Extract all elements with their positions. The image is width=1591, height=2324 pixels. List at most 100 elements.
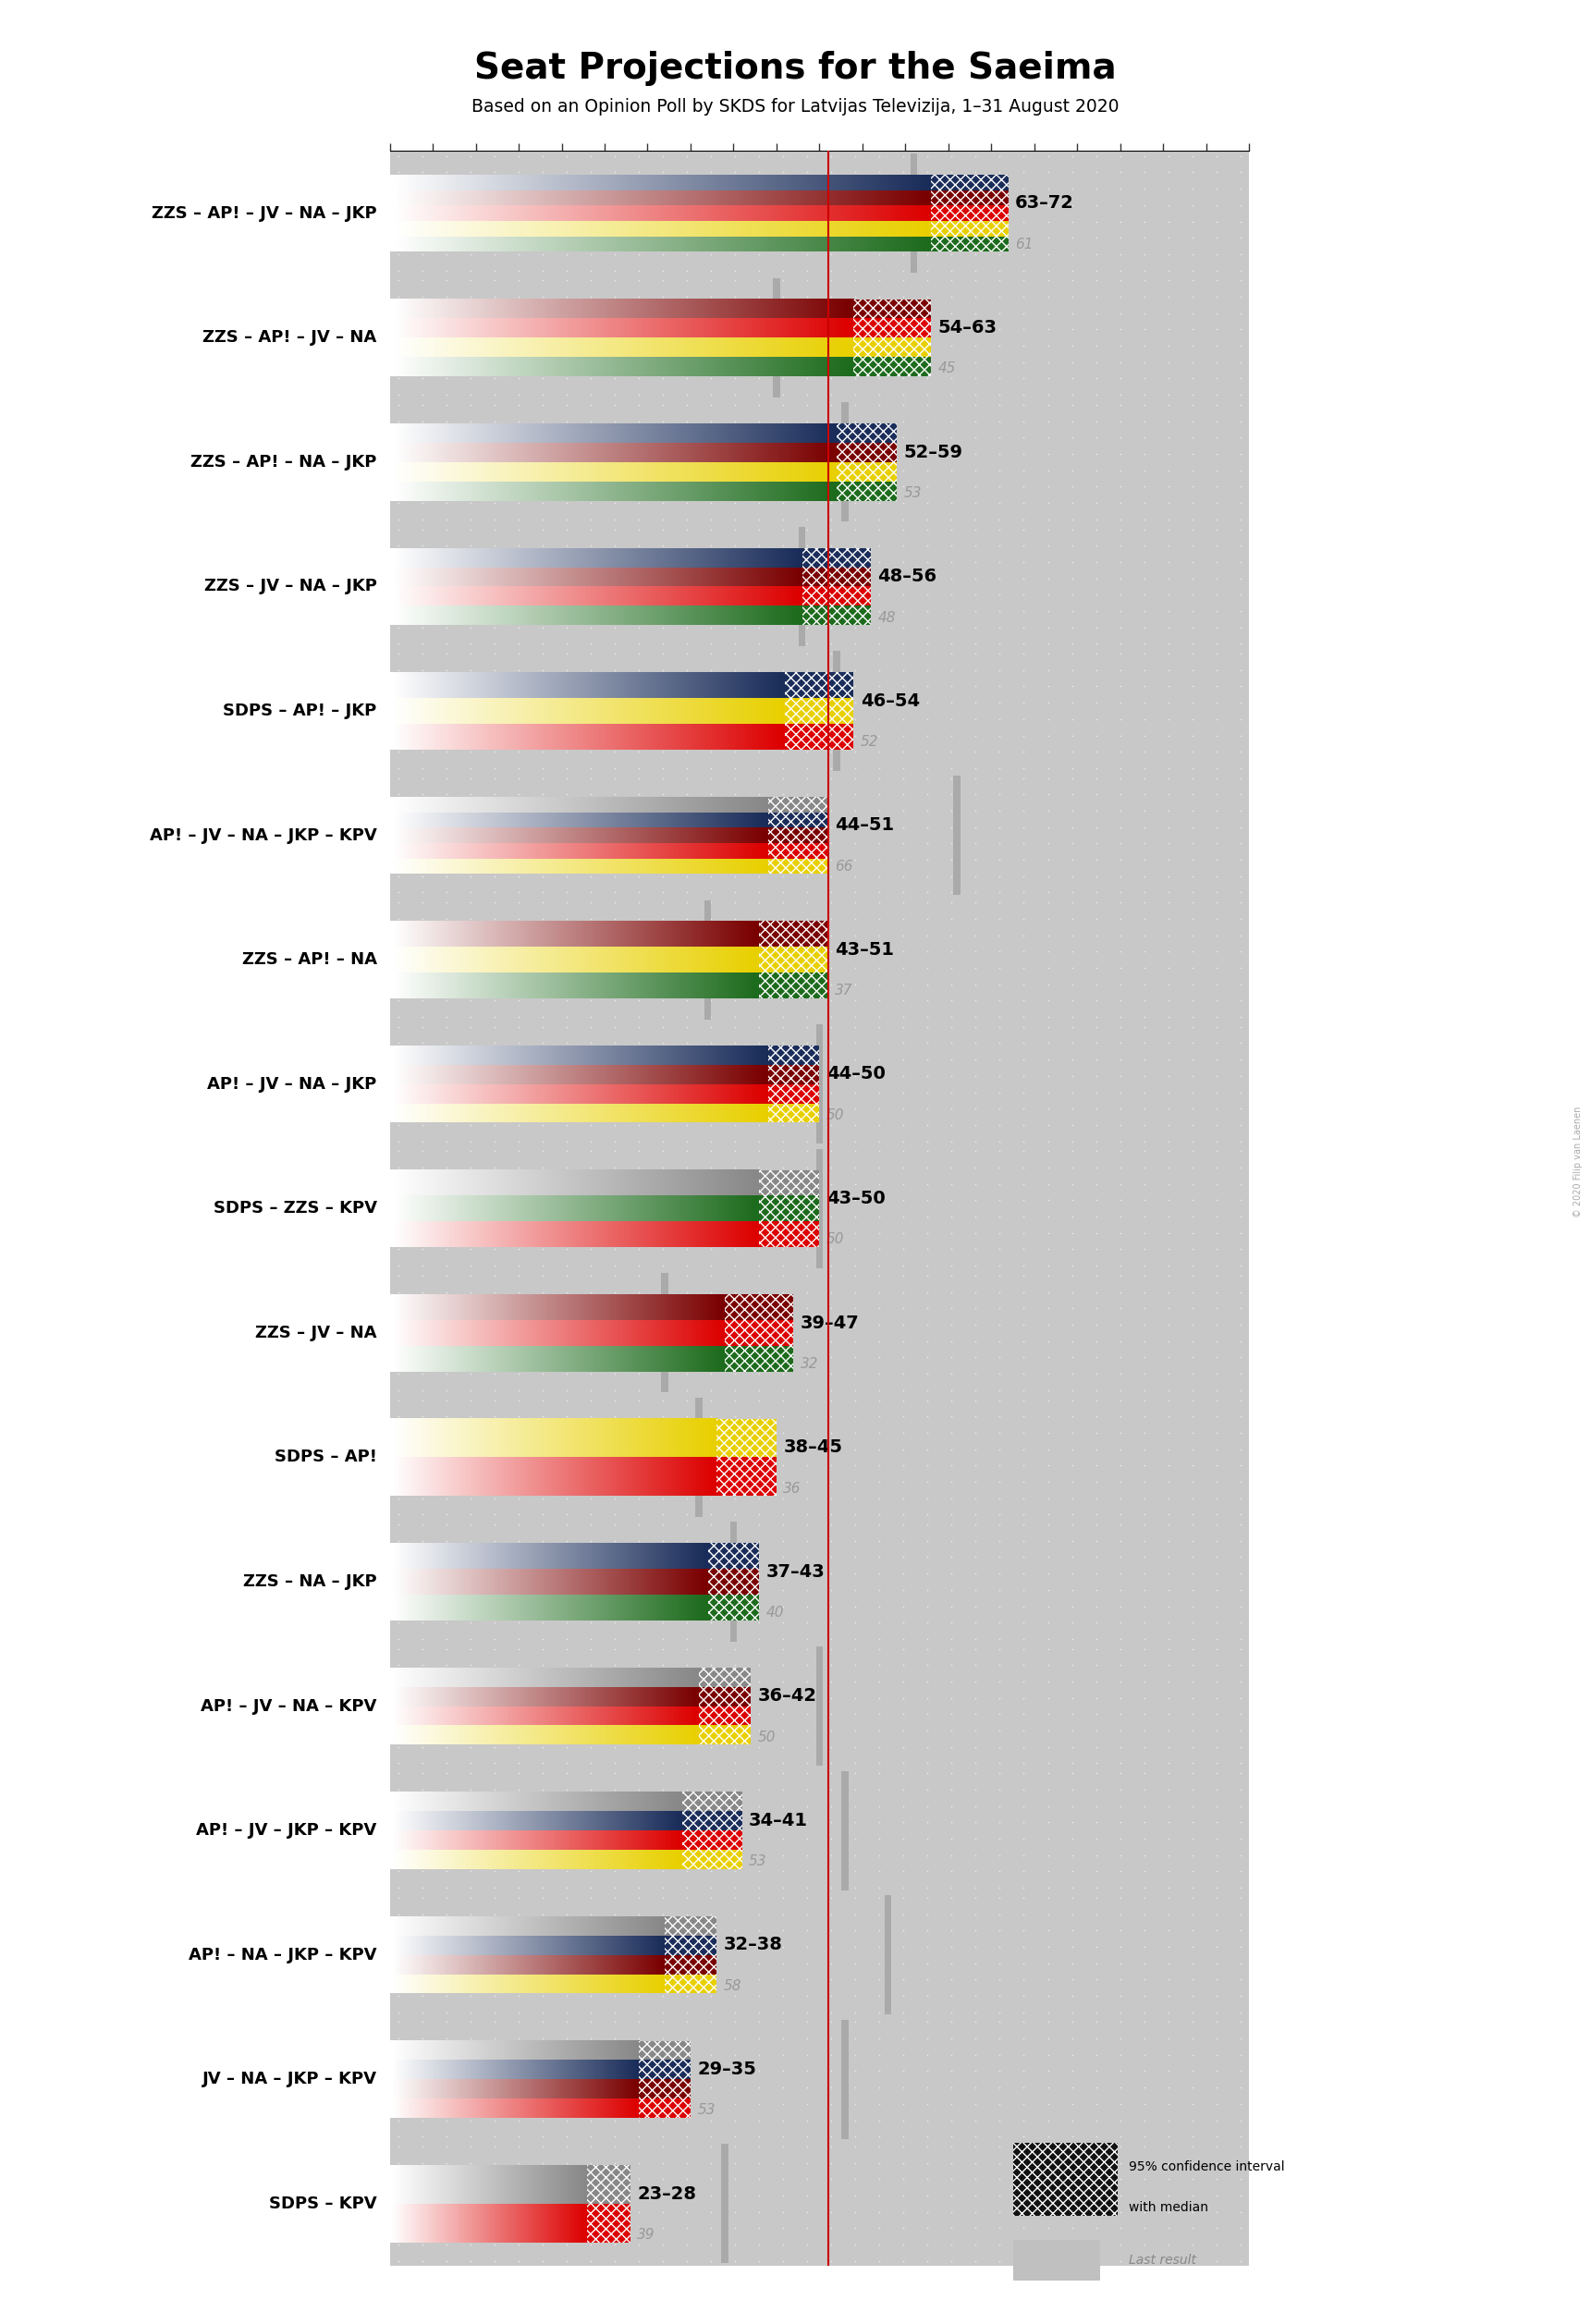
Point (578, 1181, 603, 1218)
Point (1107, 964, 1133, 1002)
Point (891, 1755, 916, 1792)
Point (458, 700, 484, 737)
Point (651, 235, 676, 272)
Point (1203, 218, 1228, 256)
Point (1131, 1820, 1157, 1857)
Point (1228, 760, 1254, 797)
Point (410, 1555, 436, 1592)
Point (1083, 2036, 1109, 2073)
Point (1228, 1803, 1254, 1841)
Point (1036, 964, 1061, 1002)
Point (986, 1122, 1012, 1160)
Text: 23–28: 23–28 (638, 2185, 697, 2203)
Point (675, 560, 700, 597)
Point (963, 137, 988, 174)
Point (530, 1729, 555, 1766)
Point (458, 2085, 484, 2122)
Point (986, 1787, 1012, 1824)
Point (939, 776, 964, 813)
Point (867, 1571, 893, 1608)
Point (1228, 1122, 1254, 1160)
Point (794, 964, 819, 1002)
Point (746, 1680, 772, 1717)
Point (1179, 1522, 1204, 1559)
Point (986, 1522, 1012, 1559)
Point (554, 1448, 579, 1485)
Point (915, 1480, 940, 1518)
Point (746, 1880, 772, 1917)
Point (986, 1009, 1012, 1046)
Point (458, 544, 484, 581)
Point (819, 279, 845, 316)
Point (410, 386, 436, 423)
Point (1203, 528, 1228, 565)
Point (698, 999, 724, 1037)
Point (675, 916, 700, 953)
Point (675, 500, 700, 537)
Point (1228, 218, 1254, 256)
Point (722, 751, 748, 788)
Point (385, 634, 410, 672)
Point (1012, 1713, 1037, 1750)
Point (675, 311, 700, 349)
Point (915, 983, 940, 1020)
Point (794, 1604, 819, 1641)
Point (1131, 2243, 1157, 2280)
Point (794, 1620, 819, 1657)
Point (458, 1880, 484, 1917)
Point (434, 1274, 460, 1311)
Point (746, 251, 772, 288)
Point (915, 483, 940, 521)
Point (530, 1397, 555, 1434)
Point (627, 874, 652, 911)
Point (675, 1755, 700, 1792)
Point (482, 1604, 508, 1641)
Point (963, 511, 988, 548)
Point (698, 1604, 724, 1641)
Point (1036, 418, 1061, 456)
Point (578, 2145, 603, 2182)
Point (867, 2117, 893, 2154)
Point (1060, 1215, 1085, 1253)
Point (554, 1397, 579, 1434)
Point (385, 1148, 410, 1185)
Point (578, 1448, 603, 1485)
Point (410, 625, 436, 662)
Point (1179, 1199, 1204, 1236)
Point (1107, 1106, 1133, 1143)
Point (554, 1106, 579, 1143)
Point (819, 1587, 845, 1624)
Point (1107, 418, 1133, 456)
Bar (725, 1346, 794, 1371)
Bar (931, 191, 1009, 205)
Point (794, 467, 819, 504)
Point (578, 1994, 603, 2031)
Point (1155, 153, 1181, 191)
Point (986, 251, 1012, 288)
Point (746, 1248, 772, 1285)
Point (891, 999, 916, 1037)
Point (963, 1122, 988, 1160)
Point (554, 1355, 579, 1392)
Point (1203, 751, 1228, 788)
Point (939, 1355, 964, 1392)
Point (986, 634, 1012, 672)
Point (1036, 1820, 1061, 1857)
Point (1228, 328, 1254, 365)
Point (794, 1106, 819, 1143)
Point (698, 1961, 724, 1999)
Point (891, 1620, 916, 1657)
Point (1179, 1729, 1204, 1766)
Point (819, 402, 845, 439)
Point (963, 376, 988, 414)
Point (1060, 1448, 1085, 1485)
Point (385, 760, 410, 797)
Point (746, 1380, 772, 1418)
Point (506, 1803, 531, 1841)
Point (1155, 2020, 1181, 2057)
Point (601, 1787, 627, 1824)
Point (843, 263, 869, 300)
Point (867, 1961, 893, 1999)
Point (458, 1896, 484, 1934)
Point (1036, 1787, 1061, 1824)
